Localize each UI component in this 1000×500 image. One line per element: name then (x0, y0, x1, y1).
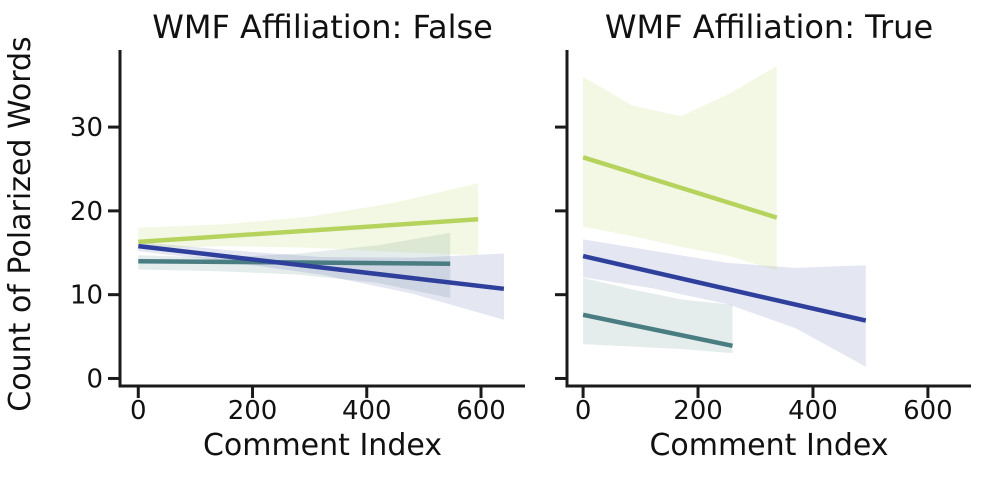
x-tick-label: 400 (342, 396, 392, 426)
x-axis-label-left: Comment Index (202, 428, 443, 463)
x-tick-label: 0 (575, 396, 592, 426)
y-tick-label: 0 (86, 364, 103, 394)
x-tick-label: 600 (456, 396, 506, 426)
y-tick-label: 30 (70, 113, 103, 143)
trend-line-dark-blue (138, 243, 505, 292)
x-tick-label: 400 (788, 396, 838, 426)
trend-line-yellow-green (138, 217, 479, 245)
y-tick-label: 10 (70, 281, 103, 311)
y-axis-label: Count of Polarized Words (3, 36, 38, 412)
confidence-band-yellow-green (138, 183, 479, 256)
x-tick-label: 200 (228, 396, 278, 426)
trend-line-dark-blue (582, 253, 867, 323)
confidence-band-yellow-green (583, 65, 777, 271)
x-tick-label: 0 (130, 396, 147, 426)
x-tick-label: 200 (673, 396, 723, 426)
x-axis-label-right: Comment Index (649, 428, 889, 463)
y-tick-label: 20 (70, 197, 103, 227)
trend-line-teal (582, 312, 733, 349)
confidence-band-teal (583, 277, 733, 354)
trend-line-yellow-green (582, 155, 778, 220)
panel-title-true: WMF Affiliation: True (604, 8, 934, 46)
x-tick-label: 600 (903, 396, 953, 426)
panel-title-false: WMF Affiliation: False (152, 8, 493, 46)
